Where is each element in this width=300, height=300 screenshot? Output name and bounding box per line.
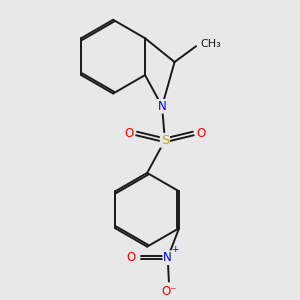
Text: N: N bbox=[164, 251, 172, 264]
Text: O: O bbox=[196, 127, 206, 140]
Text: O: O bbox=[124, 127, 133, 140]
Text: S: S bbox=[161, 134, 169, 147]
Text: N: N bbox=[158, 100, 167, 113]
Text: +: + bbox=[171, 245, 178, 254]
Text: CH₃: CH₃ bbox=[201, 39, 221, 49]
Text: O⁻: O⁻ bbox=[161, 285, 177, 298]
Text: O: O bbox=[127, 251, 136, 264]
